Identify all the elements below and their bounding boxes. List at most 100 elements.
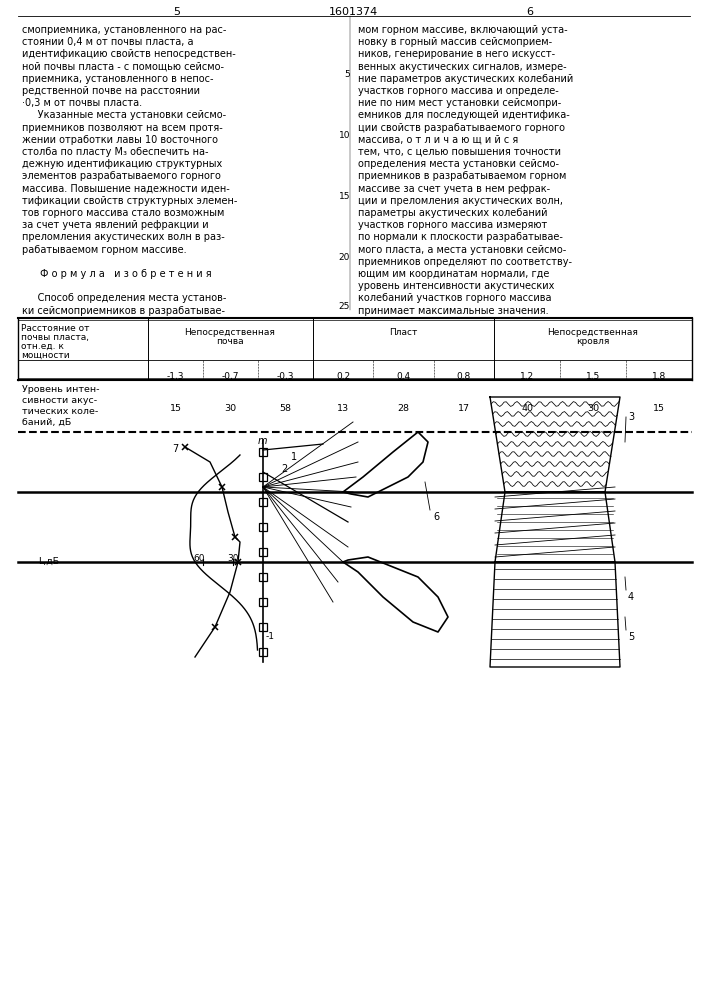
Text: баний, дБ: баний, дБ	[22, 418, 71, 427]
Text: Указанные места установки сейсмо-: Указанные места установки сейсмо-	[22, 110, 226, 120]
Text: 1601374: 1601374	[328, 7, 378, 17]
Text: по нормали к плоскости разрабатывае-: по нормали к плоскости разрабатывае-	[358, 232, 563, 242]
Text: участков горного массива и определе-: участков горного массива и определе-	[358, 86, 559, 96]
Text: L,дБ: L,дБ	[38, 557, 59, 566]
Text: ников, генерирование в него искусст-: ников, генерирование в него искусст-	[358, 49, 555, 59]
Text: элементов разрабатываемого горного: элементов разрабатываемого горного	[22, 171, 221, 181]
Bar	[259, 523, 267, 531]
Text: 17: 17	[458, 404, 470, 413]
Bar	[259, 473, 267, 481]
Text: -0,7: -0,7	[222, 372, 239, 381]
Text: 1,5: 1,5	[586, 372, 600, 381]
Text: определения места установки сейсмо-: определения места установки сейсмо-	[358, 159, 559, 169]
Text: 1,2: 1,2	[520, 372, 534, 381]
Bar	[259, 623, 267, 631]
Text: ние параметров акустических колебаний: ние параметров акустических колебаний	[358, 74, 573, 84]
Text: -0,3: -0,3	[276, 372, 294, 381]
Text: 13: 13	[337, 404, 349, 413]
Text: параметры акустических колебаний: параметры акустических колебаний	[358, 208, 547, 218]
Bar	[259, 548, 267, 556]
Text: тов горного массива стало возможным: тов горного массива стало возможным	[22, 208, 224, 218]
Text: колебаний участков горного массива: колебаний участков горного массива	[358, 293, 551, 303]
Text: ки сейсмоприемников в разрабатывае-: ки сейсмоприемников в разрабатывае-	[22, 306, 225, 316]
Text: ние по ним мест установки сейсмопри-: ние по ним мест установки сейсмопри-	[358, 98, 561, 108]
Text: 0,2: 0,2	[336, 372, 350, 381]
Text: 15: 15	[170, 404, 182, 413]
Text: 10: 10	[339, 131, 350, 140]
Text: 25: 25	[339, 302, 350, 311]
Text: приемника, установленного в непос-: приемника, установленного в непос-	[22, 74, 214, 84]
Text: принимает максимальные значения.: принимает максимальные значения.	[358, 306, 549, 316]
Text: 0,4: 0,4	[397, 372, 411, 381]
Text: уровень интенсивности акустических: уровень интенсивности акустических	[358, 281, 554, 291]
Text: 20: 20	[339, 253, 350, 262]
Text: 6: 6	[433, 512, 439, 522]
Text: столба по пласту М₃ обеспечить на-: столба по пласту М₃ обеспечить на-	[22, 147, 209, 157]
Text: -1,3: -1,3	[167, 372, 185, 381]
Text: 5: 5	[173, 7, 180, 17]
Text: Расстояние от: Расстояние от	[21, 324, 90, 333]
Text: новку в горный массив сейсмоприем-: новку в горный массив сейсмоприем-	[358, 37, 552, 47]
Text: 28: 28	[397, 404, 409, 413]
Text: 5: 5	[628, 632, 634, 642]
Text: 30: 30	[224, 404, 237, 413]
Text: дежную идентификацию структурных: дежную идентификацию структурных	[22, 159, 222, 169]
Text: 15: 15	[653, 404, 665, 413]
Text: отн.ед. к: отн.ед. к	[21, 342, 64, 351]
Text: сивности акус-: сивности акус-	[22, 396, 97, 405]
Text: m: m	[258, 436, 267, 446]
Text: приемников позволяют на всем протя-: приемников позволяют на всем протя-	[22, 123, 223, 133]
Text: тических коле-: тических коле-	[22, 407, 98, 416]
Text: за счет учета явлений рефракции и: за счет учета явлений рефракции и	[22, 220, 209, 230]
Text: 2: 2	[281, 464, 287, 474]
Text: 7: 7	[172, 444, 178, 454]
Text: приемников в разрабатываемом горном: приемников в разрабатываемом горном	[358, 171, 566, 181]
Bar	[259, 598, 267, 606]
Text: венных акустических сигналов, измере-: венных акустических сигналов, измере-	[358, 62, 566, 72]
Text: мого пласта, а места установки сейсмо-: мого пласта, а места установки сейсмо-	[358, 245, 566, 255]
Text: почвы пласта,: почвы пласта,	[21, 333, 89, 342]
Bar	[259, 448, 267, 456]
Text: преломления акустических волн в раз-: преломления акустических волн в раз-	[22, 232, 225, 242]
Text: 30: 30	[587, 404, 599, 413]
Text: Непосредственная: Непосредственная	[547, 328, 638, 337]
Text: емников для последующей идентифика-: емников для последующей идентифика-	[358, 110, 570, 120]
Text: Способ определения места установ-: Способ определения места установ-	[22, 293, 226, 303]
Text: идентификацию свойств непосредствен-: идентификацию свойств непосредствен-	[22, 49, 235, 59]
Text: 58: 58	[279, 404, 291, 413]
Text: тификации свойств структурных элемен-: тификации свойств структурных элемен-	[22, 196, 238, 206]
Text: массиве за счет учета в нем рефрак-: массиве за счет учета в нем рефрак-	[358, 184, 550, 194]
Text: мом горном массиве, включающий уста-: мом горном массиве, включающий уста-	[358, 25, 568, 35]
Text: участков горного массива измеряют: участков горного массива измеряют	[358, 220, 547, 230]
Bar	[259, 648, 267, 656]
Text: ющим им координатам нормали, где: ющим им координатам нормали, где	[358, 269, 549, 279]
Text: 60: 60	[193, 554, 205, 563]
Text: 0,8: 0,8	[457, 372, 471, 381]
Text: ·0,3 м от почвы пласта.: ·0,3 м от почвы пласта.	[22, 98, 142, 108]
Text: 4: 4	[628, 592, 634, 602]
Text: 1: 1	[291, 452, 297, 462]
Text: тем, что, с целью повышения точности: тем, что, с целью повышения точности	[358, 147, 561, 157]
Text: ции свойств разрабатываемого горного: ции свойств разрабатываемого горного	[358, 123, 565, 133]
Text: 30: 30	[227, 554, 239, 563]
Text: рабатываемом горном массиве.: рабатываемом горном массиве.	[22, 245, 187, 255]
Text: 5: 5	[344, 70, 350, 79]
Text: Ф о р м у л а   и з о б р е т е н и я: Ф о р м у л а и з о б р е т е н и я	[40, 269, 211, 279]
Text: 3: 3	[628, 412, 634, 422]
Text: смоприемника, установленного на рас-: смоприемника, установленного на рас-	[22, 25, 226, 35]
Text: кровля: кровля	[576, 337, 609, 346]
Text: 40: 40	[521, 404, 533, 413]
Text: ции и преломления акустических волн,: ции и преломления акустических волн,	[358, 196, 563, 206]
Text: 15: 15	[339, 192, 350, 201]
Text: 6: 6	[527, 7, 534, 17]
Text: массива. Повышение надежности иден-: массива. Повышение надежности иден-	[22, 184, 230, 194]
Text: -1: -1	[266, 632, 275, 641]
Text: жении отработки лавы 10 восточного: жении отработки лавы 10 восточного	[22, 135, 218, 145]
Text: Пласт: Пласт	[389, 328, 417, 337]
Text: ной почвы пласта - с помощью сейсмо-: ной почвы пласта - с помощью сейсмо-	[22, 62, 224, 72]
Text: приемников определяют по соответству-: приемников определяют по соответству-	[358, 257, 572, 267]
Text: Уровень интен-: Уровень интен-	[22, 385, 100, 394]
Text: редственной почве на расстоянии: редственной почве на расстоянии	[22, 86, 200, 96]
Text: почва: почва	[216, 337, 244, 346]
Text: 1,8: 1,8	[652, 372, 666, 381]
